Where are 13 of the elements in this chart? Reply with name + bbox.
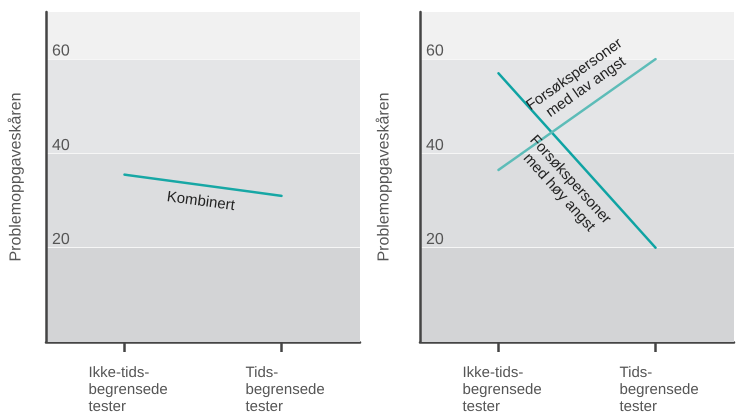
y-axis-title: Problemoppgaveskåren [8,92,24,262]
y-tick-label: 40 [52,136,70,154]
y-tick-label: 20 [52,231,70,248]
y-axis-title: Problemoppgaveskåren [376,92,392,262]
x-tick-label: Tids- begrensede tester [620,364,699,415]
x-tick-label: Tids- begrensede tester [246,364,325,415]
y-tick-label: 60 [426,42,444,60]
y-tick-label: 20 [426,231,444,248]
x-tick-label: Ikke-tids- begrensede tester [462,364,542,415]
y-tick-label: 40 [426,136,444,154]
x-tick-label: Ikke-tids- begrensede tester [88,364,168,415]
y-tick-label: 60 [52,42,70,60]
text: Kombinert [166,188,237,214]
